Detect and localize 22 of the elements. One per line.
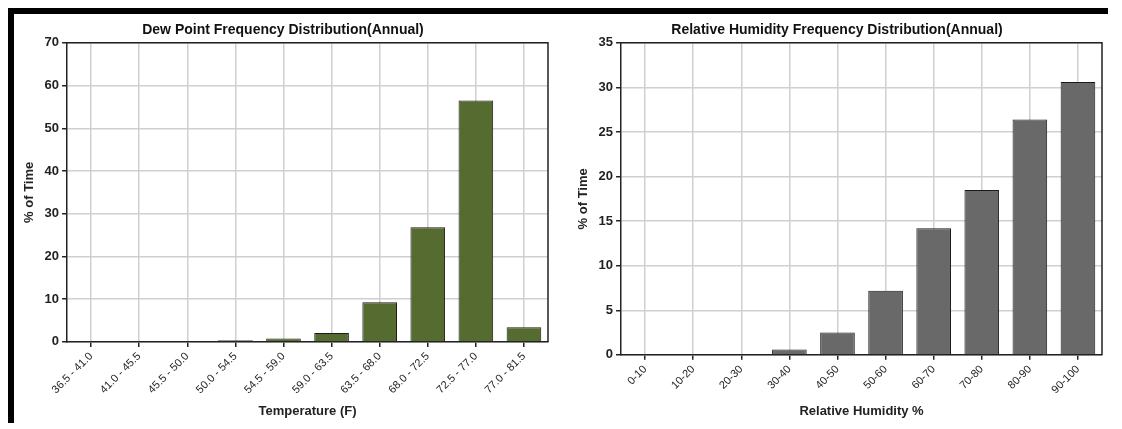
y-tick-label: 10 <box>598 257 614 273</box>
x-axis-title: Temperature (F) <box>258 402 357 418</box>
y-tick-label: 30 <box>44 205 60 221</box>
y-tick-label: 35 <box>598 34 614 50</box>
y-tick-label: 0 <box>51 333 60 349</box>
y-tick-label: 20 <box>44 248 60 263</box>
y-tick-label: 60 <box>44 77 60 93</box>
y-tick-label: 0 <box>605 346 614 362</box>
y-tick-label: 70 <box>44 34 60 50</box>
x-axis-title: Relative Humidity % <box>799 402 925 418</box>
y-axis-title: % of Time <box>21 161 37 223</box>
y-tick-label: 15 <box>598 212 614 228</box>
y-tick-label: 5 <box>605 301 614 317</box>
y-axis-title: % of Time <box>575 168 591 230</box>
y-tick-label: 50 <box>44 119 60 135</box>
chart-title: Dew Point Frequency Distribution(Annual) <box>142 21 424 38</box>
y-tick-label: 10 <box>44 290 60 306</box>
y-tick-label: 25 <box>598 123 614 139</box>
chart-title: Relative Humidity Frequency Distribution(Annual) <box>671 21 1003 38</box>
y-tick-label: 30 <box>598 78 614 94</box>
y-tick-label: 40 <box>44 162 60 178</box>
y-tick-label: 20 <box>598 168 614 184</box>
